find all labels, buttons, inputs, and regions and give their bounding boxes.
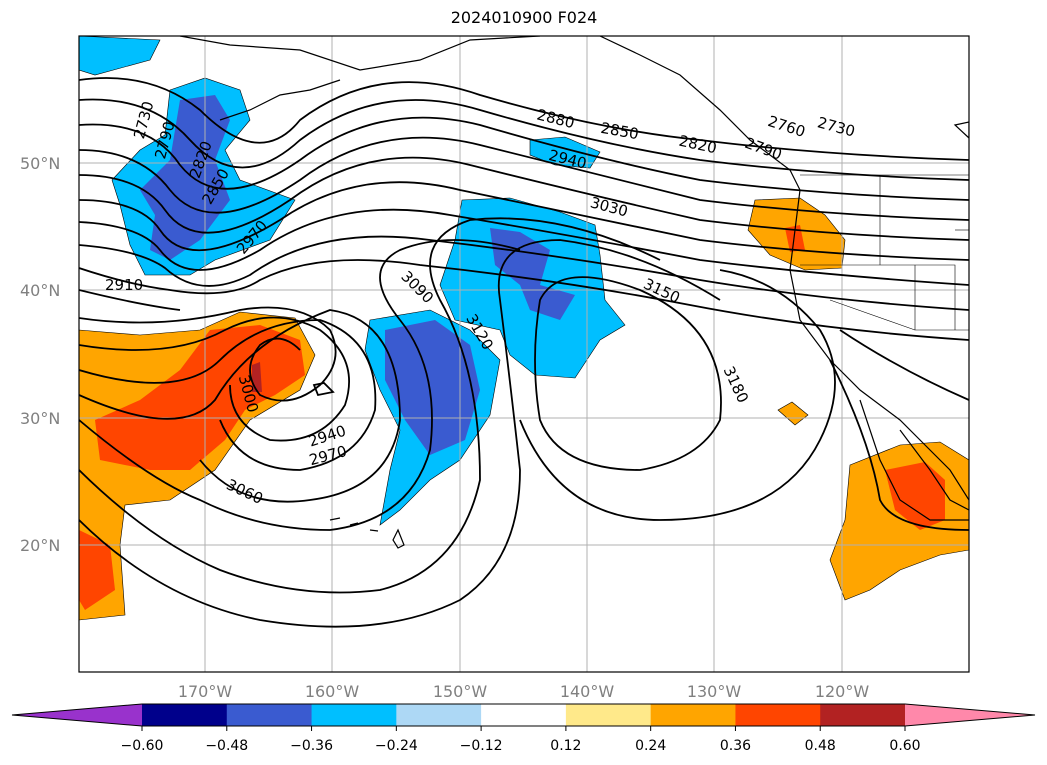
colorbar-extend-high <box>905 704 1035 726</box>
island-hawaii-chain <box>329 517 379 532</box>
warm-region-small <box>777 401 809 426</box>
latitude-labels: 50°N 40°N 30°N 20°N <box>20 154 60 555</box>
warm-region-northeast-core <box>785 225 805 252</box>
lat-label-30: 30°N <box>20 409 60 428</box>
colorbar-tick-label: 0.12 <box>550 738 581 754</box>
blue-region-dark-west <box>140 95 230 260</box>
lon-label-120w: 120°W <box>815 682 870 701</box>
warm-region-west-core <box>95 325 305 470</box>
contour-label-2910: 2910 <box>105 276 143 294</box>
colorbar-tick-label: −0.36 <box>290 738 333 754</box>
blue-region-northwest <box>79 36 161 76</box>
map-frame <box>78 35 970 673</box>
colorbar-segment <box>142 704 228 726</box>
island-small <box>953 121 969 139</box>
colorbar-segment <box>481 704 567 726</box>
blue-region-subtropical-dark <box>385 320 480 455</box>
lon-label-130w: 130°W <box>687 682 742 701</box>
colorbar-segment <box>735 704 821 726</box>
colorbar-tick-label: −0.60 <box>121 738 164 754</box>
longitude-labels: 170°W 160°W 150°W 140°W 130°W 120°W <box>178 682 870 701</box>
warm-region-west-core-south <box>79 530 115 610</box>
warm-region-dark-spot <box>252 362 262 392</box>
warm-region-southeast-core <box>885 462 945 530</box>
lat-label-50: 50°N <box>20 154 60 173</box>
lon-label-170w: 170°W <box>178 682 233 701</box>
colorbar-tick-label: 0.48 <box>805 738 836 754</box>
lat-label-40: 40°N <box>20 281 60 300</box>
lon-label-160w: 160°W <box>305 682 360 701</box>
lon-label-150w: 150°W <box>433 682 488 701</box>
colorbar-tick-label: −0.48 <box>205 738 248 754</box>
colorbar-segment <box>820 704 906 726</box>
colorbar-tick-label: −0.24 <box>375 738 418 754</box>
height-contours <box>79 77 969 628</box>
lon-label-140w: 140°W <box>560 682 615 701</box>
colorbar-segment <box>311 704 397 726</box>
coastline-alaska-islands <box>219 79 341 121</box>
colorbar-extend-low <box>12 704 142 726</box>
colorbar-tick-label: 0.60 <box>889 738 920 754</box>
colorbar-tick-label: 0.36 <box>720 738 751 754</box>
map-title: 2024010900 F024 <box>450 8 598 27</box>
colorbar-segment <box>565 704 652 726</box>
colorbar-tick-label: −0.12 <box>460 738 503 754</box>
map-panel: 2730 2730 2760 2790 2790 2820 2820 2850 … <box>79 36 969 672</box>
colorbar-segment <box>650 704 736 726</box>
colorbar-segment <box>226 704 313 726</box>
lat-label-20: 20°N <box>20 536 60 555</box>
colorbar: −0.60 −0.48 −0.36 −0.24 −0.12 0.12 0.24 0.36 0.4… <box>11 703 1036 754</box>
colorbar-tick-label: 0.24 <box>635 738 666 754</box>
colorbar-segment <box>396 704 482 726</box>
coastline-alaska <box>179 36 541 71</box>
coastline-baja-inner <box>899 429 969 511</box>
coastline-baja <box>859 399 969 521</box>
island-hawaii <box>392 528 405 549</box>
